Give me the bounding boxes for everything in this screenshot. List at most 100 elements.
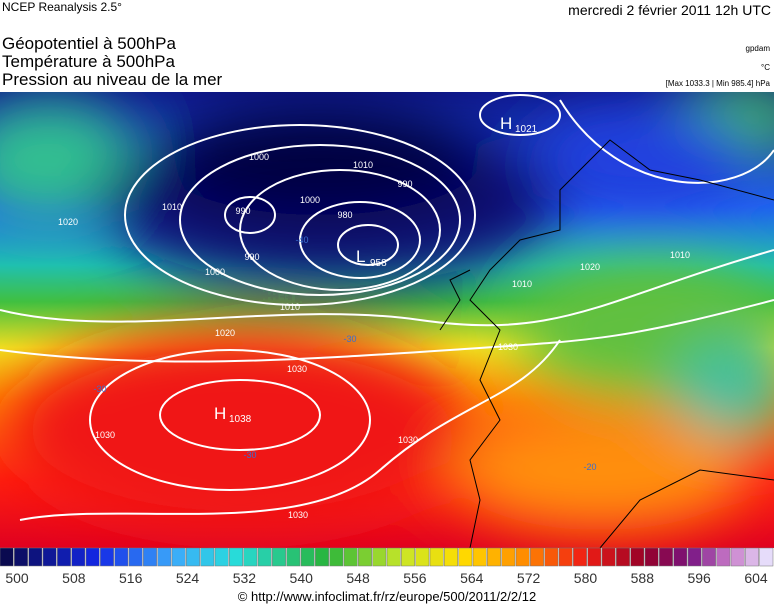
isobar-label: 990 — [235, 206, 250, 216]
colorbar-swatch — [42, 547, 57, 567]
colorbar-swatch — [730, 547, 745, 567]
colorbar-label: 572 — [517, 570, 541, 586]
footer: © http://www.infoclimat.fr/rz/europe/500… — [238, 589, 536, 604]
center-type: H — [214, 404, 226, 423]
isobar-label: 1010 — [162, 202, 182, 212]
unit: gpdam — [746, 44, 771, 53]
colorbar-swatch — [114, 547, 129, 567]
center-type: H — [500, 114, 512, 133]
colorbar-swatch — [200, 547, 215, 567]
colorbar-swatch — [100, 547, 114, 567]
colorbar-swatch — [71, 547, 86, 567]
colorbar-swatch — [157, 547, 172, 567]
colorbar-swatch — [0, 547, 14, 567]
colorbar-swatch — [329, 547, 344, 567]
colorbar-swatch — [286, 547, 301, 567]
colorbar-swatch — [358, 547, 372, 567]
colorbar-swatch — [515, 547, 530, 567]
isobar-label: 990 — [244, 252, 259, 262]
unit: °C — [761, 63, 770, 72]
colorbar-swatch — [214, 547, 229, 567]
colorbar-swatch — [143, 547, 157, 567]
colorbar-swatch — [616, 547, 630, 567]
colorbar-swatch — [458, 547, 473, 567]
colorbar-swatch — [257, 547, 272, 567]
isobar-label: 1010 — [353, 160, 373, 170]
colorbar-swatch — [272, 547, 286, 567]
colorbar-swatch — [687, 547, 702, 567]
date: mercredi 2 février 2011 12h UTC — [568, 2, 771, 18]
colorbar-label: 540 — [290, 570, 314, 586]
colorbar-swatch — [630, 547, 645, 567]
colorbar-swatch — [415, 547, 430, 567]
colorbar-swatch — [702, 547, 716, 567]
colorbar-swatch — [745, 547, 759, 567]
legend-line: Pression au niveau de la mer — [2, 70, 223, 89]
isobar-label: 1030 — [287, 364, 307, 374]
colorbar-swatch — [444, 547, 458, 567]
colorbar-swatch — [601, 547, 616, 567]
legend-line: Géopotentiel à 500hPa — [2, 34, 176, 53]
isobar-label: 1020 — [215, 328, 235, 338]
source: NCEP Reanalysis 2.5° — [2, 0, 122, 14]
colorbar-label: 508 — [62, 570, 86, 586]
isobar-label: 990 — [397, 179, 412, 189]
legend-line: Température à 500hPa — [2, 52, 175, 71]
colorbar-swatch — [429, 547, 444, 567]
unit: [Max 1033.3 | Min 985.4] hPa — [666, 79, 771, 88]
colorbar-swatch — [558, 547, 573, 567]
center-value: 1038 — [229, 414, 252, 425]
isobar-label: 1010 — [512, 279, 532, 289]
colorbar-label: 516 — [119, 570, 143, 586]
colorbar-swatch — [57, 547, 71, 567]
isotherm-label: -20 — [583, 462, 596, 472]
colorbar-swatch — [128, 547, 143, 567]
center-value: 958 — [370, 258, 387, 269]
colorbar-swatch — [300, 547, 315, 567]
isobar-label: 1030 — [95, 430, 115, 440]
colorbar-label: 524 — [176, 570, 200, 586]
isobar-label: 1000 — [300, 195, 320, 205]
colorbar-swatch — [472, 547, 487, 567]
colorbar-swatch — [401, 547, 415, 567]
colorbar-swatch — [243, 547, 258, 567]
colorbar-swatch — [644, 547, 659, 567]
isotherm-label: -30 — [243, 450, 256, 460]
colorbar-label: 532 — [233, 570, 257, 586]
isotherm-label: -30 — [93, 384, 106, 394]
colorbar-swatch — [530, 547, 544, 567]
isobar-label: 1030 — [498, 342, 518, 352]
colorbar-swatch — [659, 547, 673, 567]
isobar-label: 1020 — [580, 262, 600, 272]
colorbar-swatch — [487, 547, 501, 567]
center-type: L — [356, 247, 365, 266]
isobar-label: 1000 — [205, 267, 225, 277]
map: H 1021 H 1038 L 958 1000 1010 990 1000 980 99… — [0, 92, 774, 548]
colorbar-swatch — [171, 547, 186, 567]
colorbar-swatch — [343, 547, 358, 567]
colorbar-label: 500 — [5, 570, 29, 586]
colorbar-swatch — [186, 547, 200, 567]
center-value: 1021 — [515, 124, 538, 135]
colorbar-swatch — [229, 547, 243, 567]
colorbar-label: 580 — [574, 570, 598, 586]
colorbar-swatch — [759, 547, 774, 567]
colorbar-swatch — [501, 547, 516, 567]
colorbar-label: 596 — [687, 570, 711, 586]
isobar-label: 980 — [337, 210, 352, 220]
isobar-label: 1010 — [280, 302, 300, 312]
colorbar-swatch — [85, 547, 100, 567]
colorbar-swatch — [544, 547, 559, 567]
isobar-label: 1030 — [398, 435, 418, 445]
colorbar-swatch — [716, 547, 731, 567]
colorbar-label: 588 — [631, 570, 655, 586]
colorbar-swatch — [386, 547, 401, 567]
isotherm-label: -30 — [343, 334, 356, 344]
colorbar-swatch — [587, 547, 602, 567]
colorbar-swatch — [573, 547, 587, 567]
colorbar-swatch — [315, 547, 329, 567]
isobar-label: 1030 — [288, 510, 308, 520]
colorbar-label: 564 — [460, 570, 484, 586]
colorbar-swatch — [14, 547, 28, 567]
